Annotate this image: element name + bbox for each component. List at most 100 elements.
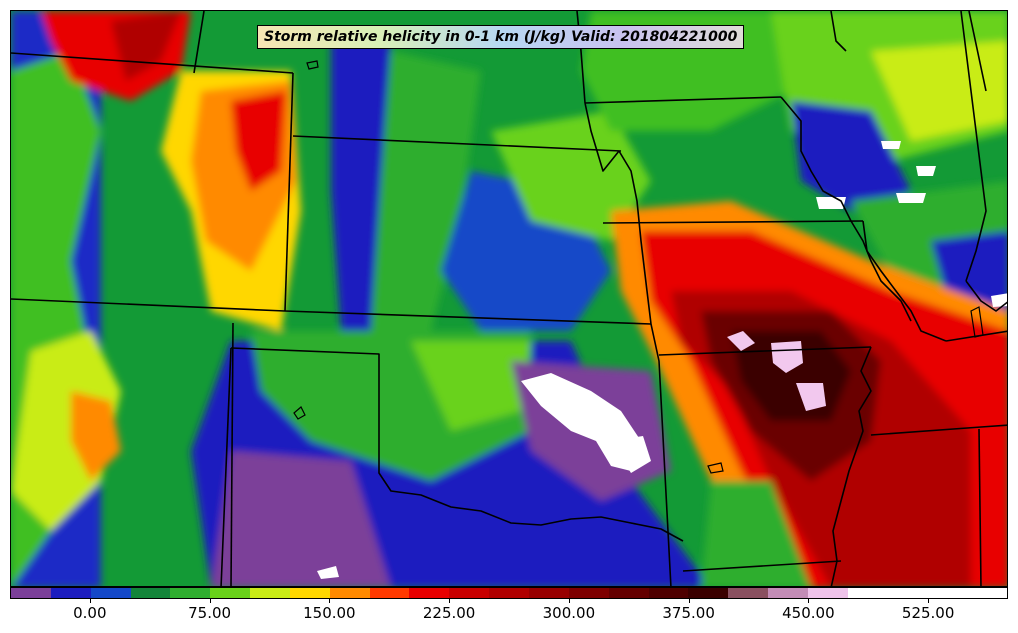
field-west-orange	[71, 391, 121, 481]
border-ia-west	[584, 102, 620, 172]
colorbar-segment	[768, 588, 808, 598]
border-ohio-river	[965, 280, 1007, 312]
core-pink1	[771, 341, 803, 373]
border-missouri-river	[576, 11, 586, 104]
border-mo-ar	[658, 346, 872, 356]
colorbar	[10, 587, 1008, 599]
border-il-in	[960, 11, 987, 282]
colorbar-tick-label: 0.00	[73, 604, 107, 622]
border-co-ks	[230, 322, 234, 586]
core-ok-white	[521, 373, 641, 471]
core-white-ne4	[881, 141, 901, 149]
border-mo-il	[862, 220, 947, 342]
colorbar-tick-label: 75.00	[188, 604, 232, 622]
colorbar-tick-mark	[808, 599, 810, 603]
colorbar-tick-mark	[329, 599, 331, 603]
colorbar-ticks: 0.00 75.00 150.00 225.00 300.00 375.00 450.00 5…	[10, 599, 1008, 629]
border-ok-east	[650, 323, 672, 586]
core-white-south	[317, 566, 339, 579]
border-ms-al	[978, 428, 982, 586]
colorbar-tick-mark	[928, 599, 930, 603]
colorbar-segment	[528, 588, 569, 598]
colorbar-segment	[289, 588, 330, 598]
colorbar-segment	[130, 588, 171, 598]
helicity-field	[11, 11, 1007, 586]
border-ia-il	[780, 96, 912, 322]
colorbar-tick-label: 375.00	[662, 604, 715, 622]
colorbar-segment	[927, 588, 968, 598]
colorbar-segment	[688, 588, 729, 598]
border-tx-nm	[220, 347, 232, 586]
colorbar-tick-label: 525.00	[901, 604, 955, 622]
map-title: Storm relative helicity in 0-1 km (J/kg)…	[257, 25, 745, 49]
border-ia-mo	[602, 220, 864, 224]
core-white-east	[991, 293, 1007, 307]
border-ar-la	[682, 560, 842, 572]
border-far-ne	[968, 11, 987, 92]
colorbar-tick-mark	[568, 599, 570, 603]
colorbar-segment	[807, 588, 848, 598]
colorbar-tick-label: 225.00	[422, 604, 476, 622]
map-panel: Storm relative helicity in 0-1 km (J/kg)…	[10, 10, 1008, 587]
colorbar-segment	[568, 588, 609, 598]
colorbar-segment	[329, 588, 370, 598]
colorbar-segment	[489, 588, 529, 598]
border-wy-north	[11, 52, 294, 74]
core-pink2	[796, 383, 826, 411]
field-nw-dark	[111, 11, 181, 81]
field-west-yellow	[11, 331, 121, 531]
colorbar-tick-mark	[449, 599, 451, 603]
field-lower-green	[701, 481, 811, 586]
field-kansas-lime	[491, 111, 651, 241]
state-boundaries	[11, 11, 1007, 586]
colorbar-segment	[608, 588, 649, 598]
colorbar-segment	[369, 588, 410, 598]
border-nd-sd	[830, 11, 847, 52]
field-northeast-yellow	[871, 41, 1007, 141]
border-ks-north	[284, 310, 652, 325]
border-ne-north	[292, 135, 622, 152]
lake-1	[306, 60, 319, 70]
core-white-ne3	[916, 166, 936, 176]
colorbar-segment	[728, 588, 769, 598]
core-ok-white2	[611, 436, 651, 473]
core-white-ne2	[896, 193, 926, 203]
border-co-north	[11, 298, 286, 312]
field-central-blue-band	[331, 41, 391, 331]
lake-3	[707, 462, 724, 474]
border-wy-east	[284, 72, 294, 312]
core-pink3	[727, 331, 755, 351]
water-bodies	[293, 60, 984, 474]
colorbar-segment	[50, 588, 91, 598]
helicity-cores	[317, 141, 1007, 579]
colorbar-segment	[250, 588, 290, 598]
field-ok-lime	[411, 341, 531, 431]
border-la-ms	[870, 424, 1007, 436]
field-south-purple	[211, 451, 391, 586]
field-central-green-band	[371, 51, 481, 331]
border-ok-panhandle	[230, 347, 684, 542]
colorbar-segment	[847, 588, 888, 598]
colorbar-tick-mark	[688, 599, 690, 603]
border-ia-north	[584, 96, 782, 104]
border-nw-vertical	[193, 11, 205, 74]
colorbar-tick-mark	[89, 599, 91, 603]
colorbar-tick-label: 300.00	[542, 604, 596, 622]
colorbar-tick-label: 450.00	[782, 604, 835, 622]
field-ne-blue	[791, 101, 911, 211]
colorbar-segment	[648, 588, 689, 598]
field-nw-red2	[231, 91, 286, 191]
colorbar-segment	[409, 588, 450, 598]
colorbar-segment	[170, 588, 211, 598]
colorbar-segment	[967, 588, 1008, 598]
colorbar-segment	[11, 588, 51, 598]
colorbar-segment	[210, 588, 251, 598]
lake-2	[293, 406, 306, 420]
border-ks-mo	[618, 150, 652, 325]
colorbar-segment	[449, 588, 490, 598]
colorbar-segment	[90, 588, 131, 598]
border-mississippi	[830, 346, 872, 586]
lake-4	[970, 306, 984, 338]
colorbar-tick-mark	[209, 599, 211, 603]
colorbar-tick-label: 150.00	[303, 604, 356, 622]
